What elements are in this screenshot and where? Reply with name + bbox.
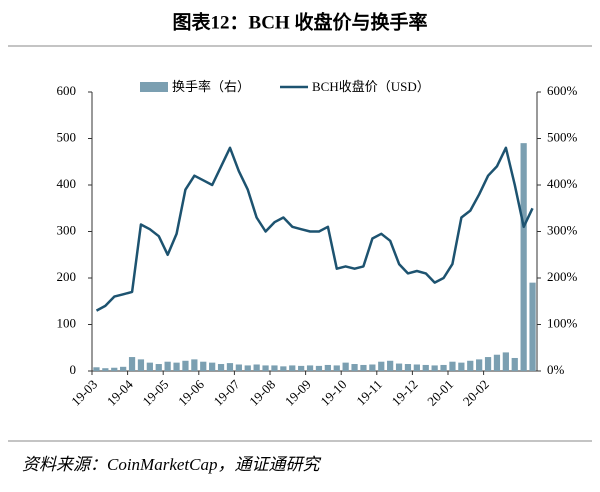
bar — [298, 365, 305, 371]
y-tick-label: 0 — [70, 362, 77, 377]
bar — [173, 362, 180, 371]
legend-label: BCH收盘价（USD） — [312, 79, 430, 94]
bar — [235, 364, 242, 371]
bar — [191, 359, 198, 371]
bar — [93, 367, 100, 371]
x-tick-label: 19-08 — [246, 377, 278, 409]
legend-label: 换手率（右） — [172, 79, 250, 94]
bar — [467, 360, 474, 371]
bar — [458, 362, 465, 371]
bar — [351, 364, 358, 371]
y-tick-label: 600 — [57, 83, 77, 98]
bar — [146, 362, 153, 371]
y2-tick-label: 500% — [547, 129, 578, 144]
bar — [217, 364, 225, 371]
bar — [431, 365, 438, 371]
bar — [404, 364, 412, 371]
x-tick-label: 19-06 — [175, 376, 207, 408]
bar — [387, 360, 394, 371]
y2-tick-label: 200% — [547, 269, 578, 284]
y2-tick-label: 300% — [547, 222, 578, 237]
bar — [520, 143, 527, 371]
bar — [155, 364, 162, 371]
x-tick-label: 20-01 — [424, 377, 456, 409]
chart-title: 图表12：BCH 收盘价与换手率 — [173, 10, 428, 33]
line — [95, 146, 534, 312]
bar — [271, 365, 278, 371]
bar — [476, 359, 483, 371]
y2-tick-label: 400% — [547, 176, 578, 191]
bar — [262, 365, 269, 371]
x-tick-label: 19-04 — [104, 376, 136, 408]
bar — [120, 366, 127, 371]
y-tick-label: 300 — [57, 222, 77, 237]
bar — [164, 361, 171, 371]
bar — [253, 364, 260, 371]
y-tick-label: 400 — [57, 176, 77, 191]
bar — [128, 357, 136, 371]
x-tick-label: 19-09 — [282, 377, 314, 409]
bar — [244, 365, 251, 371]
bar — [226, 363, 234, 371]
bar — [315, 365, 323, 371]
bar — [529, 282, 536, 371]
x-tick-label: 19-05 — [139, 377, 171, 409]
y-tick-label: 100 — [57, 315, 77, 330]
source: 资料来源：CoinMarketCap，通证通研究 — [22, 455, 321, 474]
bar — [111, 367, 118, 371]
bar — [342, 362, 349, 371]
bar — [280, 366, 287, 371]
bar — [413, 364, 420, 371]
bar — [209, 362, 216, 371]
bar — [378, 361, 385, 371]
y-tick-label: 500 — [57, 129, 77, 144]
bar — [511, 357, 518, 371]
bar — [440, 364, 447, 371]
bar — [422, 364, 429, 371]
bar — [289, 365, 296, 371]
bar — [395, 363, 403, 371]
bar — [200, 361, 207, 371]
y2-tick-label: 600% — [547, 83, 578, 98]
bar — [369, 364, 376, 371]
bar — [324, 364, 331, 371]
bar — [449, 361, 456, 371]
x-tick-label: 19-03 — [68, 377, 100, 409]
x-tick-label: 19-07 — [211, 376, 243, 408]
x-tick-label: 19-11 — [353, 377, 385, 409]
y2-tick-label: 100% — [547, 315, 578, 330]
y2-tick-label: 0% — [547, 362, 565, 377]
bar — [333, 365, 340, 371]
bar — [102, 368, 109, 371]
bar — [484, 357, 492, 371]
bar — [360, 364, 367, 371]
bar — [493, 354, 501, 371]
bar — [306, 365, 314, 371]
legend-swatch — [140, 82, 168, 92]
x-tick-label: 19-12 — [389, 377, 421, 409]
x-tick-label: 19-10 — [317, 377, 349, 409]
y-tick-label: 200 — [57, 269, 77, 284]
bar — [502, 352, 509, 371]
bar — [182, 360, 189, 371]
bar — [137, 359, 145, 371]
x-tick-label: 20-02 — [460, 377, 492, 409]
